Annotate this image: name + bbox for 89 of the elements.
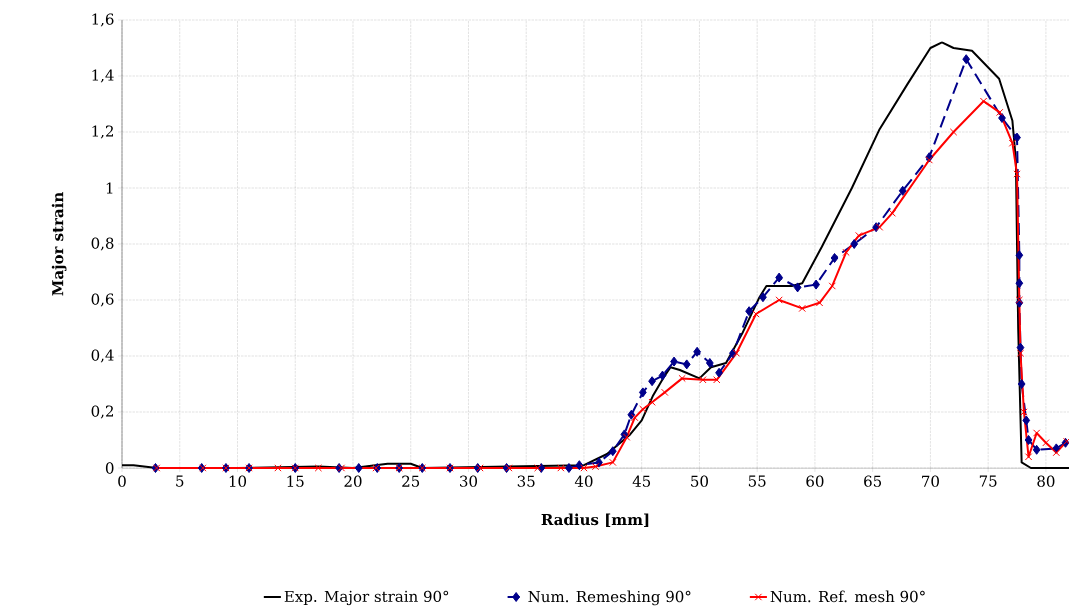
point [580,464,588,472]
point [557,464,565,472]
point [793,282,802,293]
point [855,231,863,240]
x-tick-label: 35 [517,475,535,487]
y-tick-label: 0,8 [91,237,114,251]
legend-label: Num. Remeshing 90° [528,590,691,606]
y-tick-label: 1,6 [92,13,114,27]
point [875,223,884,231]
point [815,299,824,307]
point [1024,453,1033,461]
x-tick-label: 20 [344,475,362,487]
point [996,108,1004,117]
y-tick-label: 0,6 [91,293,114,307]
point [1032,429,1041,437]
point [1022,415,1031,426]
point [648,376,656,387]
point [1015,278,1024,289]
x-tick-label: 70 [922,475,939,487]
point [658,370,667,381]
x-tick-label: 50 [691,475,708,487]
point [1008,139,1017,147]
point [705,357,714,368]
point [1052,448,1060,457]
point [354,462,363,473]
point [682,359,691,370]
point [1020,408,1028,416]
x-axis-title: Radius [mm] [541,513,649,527]
y-tick-label: 1,4 [92,69,114,83]
point [1015,296,1024,304]
point [623,433,631,441]
point [775,272,783,283]
point [828,282,836,290]
x-tick-label: 10 [229,475,247,487]
point [715,367,723,378]
point [759,292,767,303]
y-axis-title: Major strain [51,192,67,296]
point [732,349,741,357]
y-tick-label: 0 [105,462,114,474]
point [1016,349,1025,357]
point [798,304,806,313]
point [274,464,282,472]
point [565,462,573,473]
point [925,156,933,164]
point [638,387,647,398]
point [699,376,707,384]
point [575,460,584,471]
y-tick-label: 0,4 [91,349,114,363]
x-tick-label: 0 [118,475,126,487]
x-tick-label: 30 [460,475,478,487]
point [962,54,971,65]
point [812,279,820,290]
x-tick-label: 5 [176,475,184,487]
point [850,238,859,249]
point [534,464,542,472]
x-tick-label: 55 [748,475,766,487]
point [608,446,617,457]
legend-label: Num. Ref. mesh 90° [770,590,925,603]
x-tick-label: 15 [287,475,304,487]
point [830,252,839,263]
point [1013,132,1021,143]
point [314,464,323,472]
point [1032,444,1041,455]
point [842,248,850,257]
x-tick-label: 65 [864,475,882,487]
x-tick-label: 75 [979,475,997,487]
point [713,376,721,384]
y-tick-label: 1 [106,182,113,194]
point [898,185,907,196]
x-tick-label: 40 [574,475,593,487]
legend-label: Exp. Major strain 90° [284,590,449,606]
point [1024,434,1033,445]
x-tick-label: 80 [1037,475,1055,487]
point [678,374,686,383]
point [670,356,678,367]
point [775,296,783,304]
point [648,398,656,406]
y-tick-label: 0,2 [91,405,113,419]
point [1015,250,1024,261]
x-tick-label: 60 [806,475,824,487]
x-tick-label: 45 [632,475,651,487]
y-tick-label: 1,2 [92,125,113,139]
point [591,462,600,471]
point [1016,342,1025,353]
point [693,346,702,357]
point [609,458,617,467]
point [745,306,753,317]
point [1017,378,1026,389]
x-tick-label: 25 [402,475,420,487]
